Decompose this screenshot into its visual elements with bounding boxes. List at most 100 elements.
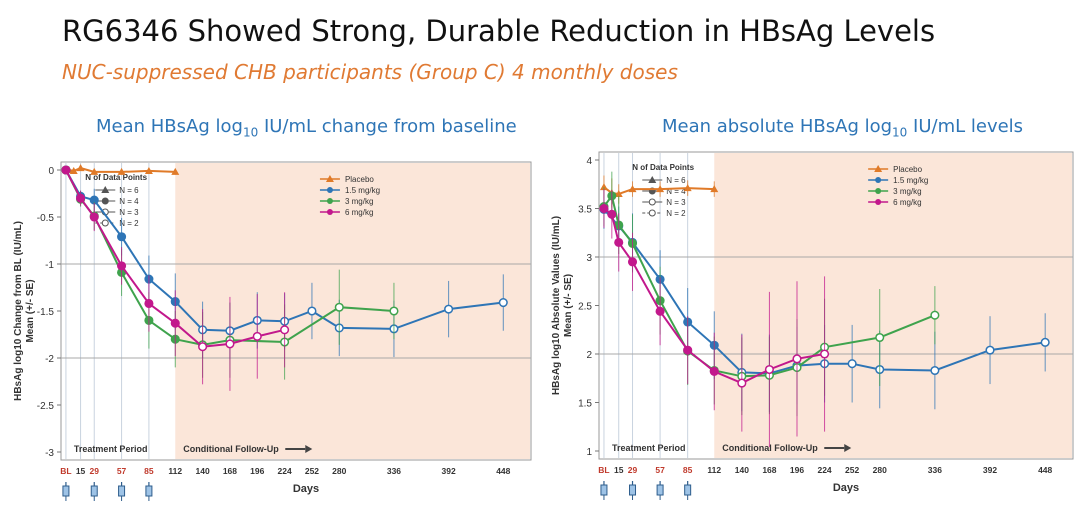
chart-1-syringe-icon	[62, 482, 70, 501]
chart-1-xtick-label: 224	[278, 466, 292, 476]
chart-1-xtick-label: 448	[496, 466, 510, 476]
chart-1-data-point	[76, 164, 85, 172]
chart-1-n-legend-item: N = 3	[119, 208, 139, 217]
chart-1-syringe-icon	[90, 482, 98, 501]
chart-2-data-point	[599, 203, 609, 214]
chart-1-data-point	[498, 297, 508, 308]
chart-2-xtick-label: 224	[817, 465, 831, 475]
chart-2-xtick-label: 392	[983, 465, 997, 475]
chart-2-syringe-barrel	[600, 484, 608, 496]
chart-2-xtick-label: 15	[614, 465, 624, 475]
chart-2-data-point	[628, 185, 637, 193]
chart-1-n-legend-marker	[101, 197, 109, 205]
chart-2-syringe-icon	[600, 481, 608, 500]
chart-2-data-point	[820, 349, 830, 359]
chart-2-ylabel-line1: HBsAg log10 Absolute Values (IU/mL)	[551, 216, 562, 395]
chart-2-syringe-barrel	[629, 484, 637, 496]
chart-2-xtick-label: BL	[598, 465, 609, 475]
chart-2-data-point	[1040, 337, 1050, 347]
chart-1-data-point	[117, 232, 127, 242]
chart-2-xtick-label: 448	[1038, 465, 1052, 475]
chart-2-syringe-icon	[629, 481, 637, 500]
chart-2-n-legend-marker	[648, 209, 656, 217]
chart-1-legend-label: 1.5 mg/kg	[345, 186, 380, 195]
chart-1-xtick-label: 280	[332, 466, 346, 476]
chart-2-title: Mean absolute HBsAg log10 IU/mL levels	[662, 116, 1023, 140]
chart-2-data-point	[710, 185, 719, 193]
chart-1-xtick-label: 336	[387, 466, 401, 476]
chart-1-followup-arrow-head	[305, 445, 313, 453]
chart-2-n-legend-marker	[648, 198, 656, 206]
chart-1-syringe-barrel	[62, 485, 70, 497]
chart-1-legend-label: 3 mg/kg	[345, 197, 373, 206]
chart-1-ytick-label: -2.5	[37, 401, 55, 412]
chart-1-data-point	[171, 167, 180, 175]
chart-2-syringe-barrel	[656, 484, 664, 496]
chart-2: 4 3.5 3 2.5 2 1.5 1 BL 15 29 57 85 112 140 168 196 224 25…	[551, 151, 1074, 500]
chart-2-ytick-label: 3	[586, 253, 592, 264]
chart-2-xtick-label: 336	[928, 465, 942, 475]
chart-1-xtick-label: 140	[196, 466, 210, 476]
chart-2-ytick-label: 4	[586, 156, 592, 167]
chart-1-legend-marker	[326, 187, 333, 193]
chart-2-data-point	[614, 237, 624, 247]
chart-2-data-point	[737, 378, 747, 388]
chart-1-ylabel-line1: HBsAg log10 Change from BL (IU/mL)	[13, 221, 24, 401]
chart-2-n-legend-item: N = 3	[666, 198, 686, 207]
chart-2-xtick-label: 252	[845, 465, 859, 475]
chart-2-xtick-label: 280	[873, 465, 887, 475]
chart-1-xtick-label: 85	[144, 466, 154, 476]
chart-2-data-point	[875, 332, 885, 343]
chart-1-title-main: Mean HBsAg log	[96, 116, 243, 137]
chart-1-data-point	[280, 325, 290, 335]
chart-2-xtick-label: 168	[762, 465, 776, 475]
chart-1-ytick-label: 0	[48, 166, 54, 177]
chart-1-data-point	[117, 261, 127, 271]
chart-2-xtick-label: 140	[735, 465, 749, 475]
chart-2-n-legend-title: N of Data Points	[632, 163, 694, 172]
slide-subtitle: NUC-suppressed CHB participants (Group C…	[62, 60, 678, 84]
chart-2-ytick-label: 2.5	[578, 302, 592, 313]
chart-1-xtick-label: 29	[90, 466, 100, 476]
chart-1-n-legend-item: N = 2	[119, 219, 139, 228]
chart-2-ylabel-line2: Mean (+/- SE)	[563, 274, 574, 337]
chart-2-ytick-label: 1	[586, 447, 592, 458]
chart-2-ytick-label: 2	[586, 350, 592, 361]
chart-1-ytick-label: -2	[45, 354, 54, 365]
chart-1-xtick-label: 196	[250, 466, 264, 476]
chart-1-data-point	[389, 306, 399, 316]
chart-1-followup-region	[175, 163, 530, 459]
chart-2-syringe-icon	[684, 481, 692, 500]
chart-2-xtick-label: 57	[655, 465, 665, 475]
chart-2-n-legend-item: N = 4	[666, 187, 686, 196]
chart-2-title-end: IU/mL levels	[907, 116, 1024, 137]
chart-2-syringe-icon	[656, 481, 664, 500]
chart-1-ytick-label: -1	[45, 260, 54, 271]
chart-1-data-point	[307, 306, 317, 316]
chart-2-n-legend-item: N = 2	[666, 209, 686, 218]
chart-2-data-point	[792, 354, 802, 364]
chart-2-data-point	[599, 183, 608, 191]
chart-1-ytick-label: -0.5	[37, 213, 55, 224]
chart-1-legend-marker	[325, 175, 334, 182]
chart-2-data-point	[614, 189, 623, 197]
chart-1-xtick-label: 252	[305, 466, 319, 476]
chart-1-title-end: IU/mL change from baseline	[258, 116, 517, 137]
chart-1-legend-marker	[326, 209, 333, 215]
chart-2-data-point	[985, 345, 995, 355]
chart-1-title: Mean HBsAg log10 IU/mL change from basel…	[96, 116, 517, 140]
chart-2-n-legend-item: N = 6	[666, 176, 686, 185]
chart-1-syringe-icon	[145, 482, 153, 501]
chart-1-data-point	[117, 167, 126, 175]
chart-2-title-sub: 10	[892, 125, 908, 140]
chart-1-treatment-period-label: Treatment Period	[74, 444, 148, 454]
chart-1-ytick-label: -1.5	[37, 307, 55, 318]
chart-1-xtick-label: 57	[117, 466, 127, 476]
chart-2-data-point	[709, 366, 719, 377]
chart-1-ylabel-line2: Mean (+/- SE)	[25, 279, 36, 342]
chart-2-legend-marker	[874, 165, 883, 172]
chart-2-legend-label: 3 mg/kg	[893, 187, 921, 196]
chart-1-xtick-label: 392	[442, 466, 456, 476]
chart-1-data-point	[334, 302, 344, 312]
chart-2-data-point	[683, 345, 693, 355]
